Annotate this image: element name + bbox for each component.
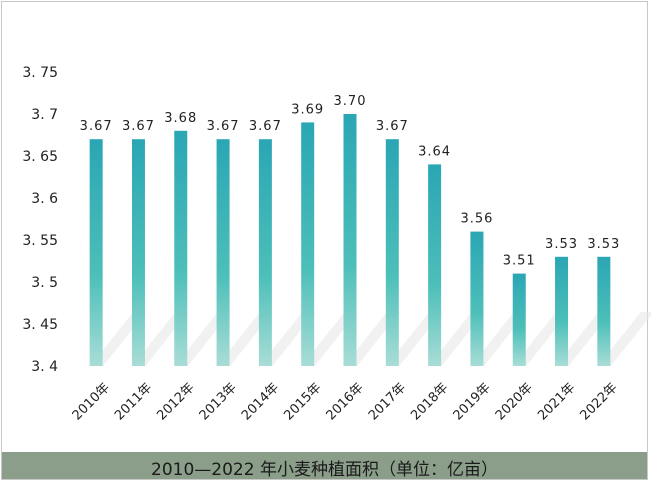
x-tick-label: 2018年 xyxy=(408,380,451,423)
bar xyxy=(343,114,357,366)
data-label: 3.68 xyxy=(164,111,197,126)
chart-caption: 2010—2022 年小麦种植面积（单位：亿亩） xyxy=(151,460,498,480)
x-tick-label: 2015年 xyxy=(281,380,324,423)
x-tick-label: 2014年 xyxy=(239,380,282,423)
x-tick-label: 2020年 xyxy=(493,380,536,423)
bar-shadow xyxy=(597,312,651,366)
x-tick-label: 2016年 xyxy=(324,380,367,423)
data-label: 3.70 xyxy=(334,94,367,109)
bar xyxy=(470,231,484,366)
data-label: 3.69 xyxy=(291,102,324,117)
bar xyxy=(258,139,272,366)
data-label: 3.53 xyxy=(545,237,578,252)
y-tick-label: 3. 4 xyxy=(31,359,58,375)
y-tick-label: 3. 7 xyxy=(31,107,58,123)
x-tick-label: 2013年 xyxy=(197,380,240,423)
data-label: 3.67 xyxy=(207,119,240,134)
data-labels: 3.67 3.67 3.68 3.67 3.67 3.69 3.70 3.67 3.64 3.56… xyxy=(80,94,620,269)
data-label: 3.67 xyxy=(80,119,113,134)
x-tick-label: 2022年 xyxy=(577,380,620,423)
y-tick-label: 3. 75 xyxy=(22,65,58,81)
data-label: 3.56 xyxy=(460,212,493,227)
x-tick-label: 2021年 xyxy=(535,380,578,423)
data-label: 3.67 xyxy=(376,119,409,134)
y-axis: 3. 4 3. 45 3. 5 3. 55 3. 6 3. 65 3. 7 3. 75 xyxy=(22,65,58,375)
data-label: 3.51 xyxy=(503,254,536,269)
caption-bar: 2010—2022 年小麦种植面积（单位：亿亩） xyxy=(2,452,647,480)
y-tick-label: 3. 45 xyxy=(22,317,58,333)
y-tick-label: 3. 55 xyxy=(22,233,58,249)
bar-chart: 3. 4 3. 45 3. 5 3. 55 3. 6 3. 65 3. 7 3. 75 3.6… xyxy=(22,65,651,423)
y-tick-label: 3. 65 xyxy=(22,149,58,165)
bar xyxy=(301,122,315,367)
bar xyxy=(512,273,526,366)
bar xyxy=(555,256,569,366)
y-tick-label: 3. 5 xyxy=(31,275,58,291)
bar xyxy=(428,164,442,366)
data-label: 3.53 xyxy=(587,237,620,252)
bar xyxy=(131,139,145,366)
x-tick-label: 2011年 xyxy=(112,380,155,423)
x-axis: 2010年 2011年 2012年 2013年 2014年 2015年 2016年 2017年… xyxy=(70,380,621,423)
bar xyxy=(89,139,103,366)
y-tick-label: 3. 6 xyxy=(31,191,58,207)
bar xyxy=(174,130,188,366)
x-tick-label: 2017年 xyxy=(366,380,409,423)
x-tick-label: 2010年 xyxy=(70,380,113,423)
x-tick-label: 2019年 xyxy=(451,380,494,423)
bars xyxy=(89,114,611,367)
data-label: 3.67 xyxy=(249,119,282,134)
bar xyxy=(597,256,611,366)
bar xyxy=(216,139,230,366)
bar xyxy=(385,139,399,366)
data-label: 3.64 xyxy=(418,144,451,159)
data-label: 3.67 xyxy=(122,119,155,134)
x-tick-label: 2012年 xyxy=(154,380,197,423)
